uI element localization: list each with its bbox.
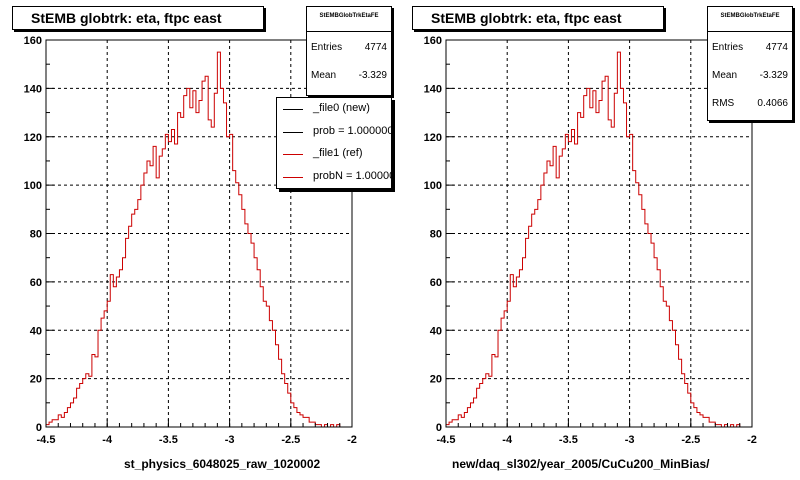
- right-stats-mean-label: Mean: [712, 70, 738, 81]
- right-x-tick-label: -4: [502, 434, 513, 446]
- left-histogram-line: [45, 51, 352, 428]
- legend-entry-ref: _file1 (ref): [277, 143, 391, 166]
- left-x-tick-label: -4.5: [37, 434, 56, 446]
- left-y-tick-label: 100: [24, 180, 42, 192]
- left-legend: _file0 (new) prob = 1.000000 _file1 (ref…: [276, 97, 392, 189]
- right-y-tick-label: 0: [436, 422, 442, 434]
- left-chart-title-text: StEMB globtrk: eta, ftpc east: [31, 10, 222, 26]
- left-stats-entries-value: 4774: [364, 42, 387, 53]
- right-stats-rms-label: RMS: [712, 98, 735, 109]
- right-stats-entries-label: Entries: [712, 42, 744, 53]
- right-x-tick-label: -3: [625, 434, 635, 446]
- left-stats-mean-row: Mean -3.329: [307, 60, 391, 88]
- right-y-tick-label: 140: [424, 83, 442, 95]
- right-x-tick-label: -3.5: [559, 434, 578, 446]
- right-stats-box: StEMBGlobTrkEtaFE Entries 4774 Mean -3.3…: [707, 6, 793, 121]
- legend-entry-new: _file0 (new): [277, 98, 391, 121]
- right-x-tick-label: -4.5: [437, 434, 456, 446]
- right-y-tick-label: 40: [430, 325, 442, 337]
- right-chart-title-text: StEMB globtrk: eta, ftpc east: [431, 10, 622, 26]
- right-stats-rms-row: RMS 0.4066: [708, 88, 792, 116]
- right-y-tick-label: 100: [424, 180, 442, 192]
- legend-line-prob: [283, 131, 303, 133]
- right-stats-mean-value: -3.329: [759, 70, 788, 81]
- left-y-tick-label: 80: [30, 229, 42, 241]
- left-x-tick-label: -4: [102, 434, 113, 446]
- left-stats-mean-value: -3.329: [358, 70, 387, 81]
- legend-entry-prob: prob = 1.000000: [277, 121, 391, 144]
- right-stats-rms-value: 0.4066: [757, 98, 788, 109]
- right-y-tick-label: 160: [424, 35, 442, 47]
- right-stats-entries-value: 4774: [765, 42, 788, 53]
- right-y-tick-label: 120: [424, 132, 442, 144]
- right-chart-title: StEMB globtrk: eta, ftpc east: [412, 6, 664, 30]
- legend-line-ref: [283, 154, 303, 155]
- left-y-tick-label: 120: [24, 132, 42, 144]
- left-x-tick-label: -3: [225, 434, 235, 446]
- right-y-tick-label: 80: [430, 229, 442, 241]
- left-stats-entries-label: Entries: [311, 42, 343, 53]
- right-stats-header: StEMBGlobTrkEtaFE: [708, 7, 792, 32]
- legend-label-ref: _file1 (ref): [313, 147, 363, 159]
- legend-line-new: [283, 109, 303, 110]
- left-y-tick-label: 0: [36, 422, 42, 434]
- left-x-tick-label: -3.5: [159, 434, 178, 446]
- left-stats-box: StEMBGlobTrkEtaFE Entries 4774 Mean -3.3…: [306, 6, 392, 96]
- right-histogram-line: [445, 51, 752, 428]
- right-x-tick-label: -2.5: [681, 434, 700, 446]
- left-stats-header: StEMBGlobTrkEtaFE: [307, 7, 391, 32]
- left-chart-title: StEMB globtrk: eta, ftpc east: [12, 6, 264, 30]
- left-x-axis-title: st_physics_6048025_raw_1020002: [124, 457, 321, 471]
- left-stats-mean-label: Mean: [311, 70, 337, 81]
- right-stats-mean-row: Mean -3.329: [708, 60, 792, 88]
- right-x-tick-label: -2: [747, 434, 757, 446]
- legend-label-new: _file0 (new): [313, 102, 370, 114]
- left-stats-entries-row: Entries 4774: [307, 32, 391, 60]
- left-y-tick-label: 160: [24, 35, 42, 47]
- right-y-tick-label: 60: [430, 277, 442, 289]
- left-y-tick-label: 40: [30, 325, 42, 337]
- left-x-tick-label: -2.5: [281, 434, 300, 446]
- legend-entry-probn: probN = 1.000000: [277, 166, 391, 189]
- left-y-tick-label: 140: [24, 83, 42, 95]
- right-x-axis-title: new/daq_sl302/year_2005/CuCu200_MinBias/: [452, 457, 710, 471]
- left-x-tick-label: -2: [347, 434, 357, 446]
- left-y-tick-label: 20: [30, 374, 42, 386]
- right-y-tick-label: 20: [430, 374, 442, 386]
- right-stats-entries-row: Entries 4774: [708, 32, 792, 60]
- left-y-tick-label: 60: [30, 277, 42, 289]
- legend-line-probn: [283, 176, 303, 178]
- legend-label-probn: probN = 1.000000: [313, 169, 391, 182]
- legend-label-prob: prob = 1.000000: [313, 124, 392, 137]
